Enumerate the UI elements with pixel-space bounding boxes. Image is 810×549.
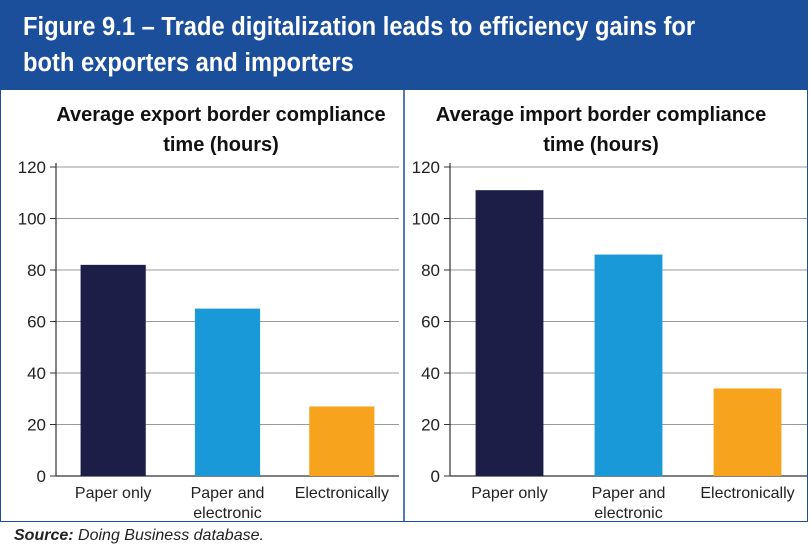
x-tick-label-line: electronic: [193, 505, 261, 521]
chart-title-line: Average import border compliance: [436, 104, 766, 126]
x-tick-label: Paper and electronic: [191, 485, 265, 521]
y-tick-label: 80: [27, 261, 46, 280]
source-label: Source:: [14, 527, 74, 544]
x-tick-label-line: Electronically: [700, 485, 794, 502]
y-tick-label: 60: [27, 313, 46, 332]
x-tick-label-line: Paper and: [191, 485, 265, 502]
source-text: Doing Business database.: [78, 527, 264, 544]
y-tick-label: 120: [18, 158, 46, 177]
y-tick-label: 0: [431, 467, 440, 486]
bar: [80, 264, 146, 476]
y-tick-label: 100: [18, 210, 46, 229]
chart-title-line: time (hours): [163, 134, 279, 156]
figure-title: Figure 9.1 – Trade digitalization leads …: [23, 13, 696, 77]
x-tick-label: Electronically: [700, 485, 794, 502]
bar-charts-svg: Average export border compliance time (ho…: [18, 90, 807, 521]
x-tick-label: Electronically: [295, 485, 389, 502]
source-note: Source: Doing Business database.: [14, 527, 264, 545]
bar: [309, 406, 375, 476]
x-tick-label-line: Paper only: [75, 485, 152, 502]
charts-area: Average export border compliance time (ho…: [1, 90, 807, 521]
y-tick-label: 20: [421, 416, 440, 435]
y-tick-label: 60: [421, 313, 440, 332]
bar: [713, 388, 782, 476]
x-tick-label: Paper only: [75, 485, 152, 502]
x-tick-label: Paper and electronic: [592, 485, 666, 521]
y-tick-label: 20: [27, 416, 46, 435]
figure-header: Figure 9.1 – Trade digitalization leads …: [1, 1, 807, 90]
bar: [475, 190, 544, 477]
x-tick-label: Paper only: [471, 485, 548, 502]
x-tick-label-line: Paper and: [592, 485, 666, 502]
x-tick-label-line: Paper only: [471, 485, 548, 502]
bar: [194, 308, 261, 476]
y-tick-label: 120: [412, 158, 440, 177]
y-tick-label: 100: [412, 210, 440, 229]
bar: [594, 254, 663, 476]
chart-title: Average export border compliance time (ho…: [56, 104, 385, 156]
chart-title: Average import border compliance time (ho…: [436, 104, 766, 156]
y-tick-label: 80: [421, 261, 440, 280]
figure: Figure 9.1 – Trade digitalization leads …: [0, 0, 808, 522]
chart-title-line: time (hours): [543, 134, 659, 156]
x-tick-label-line: Electronically: [295, 485, 389, 502]
y-tick-label: 40: [27, 364, 46, 383]
y-tick-label: 0: [37, 467, 46, 486]
y-tick-label: 40: [421, 364, 440, 383]
x-tick-label-line: electronic: [594, 505, 662, 521]
chart-title-line: Average export border compliance: [56, 104, 385, 126]
